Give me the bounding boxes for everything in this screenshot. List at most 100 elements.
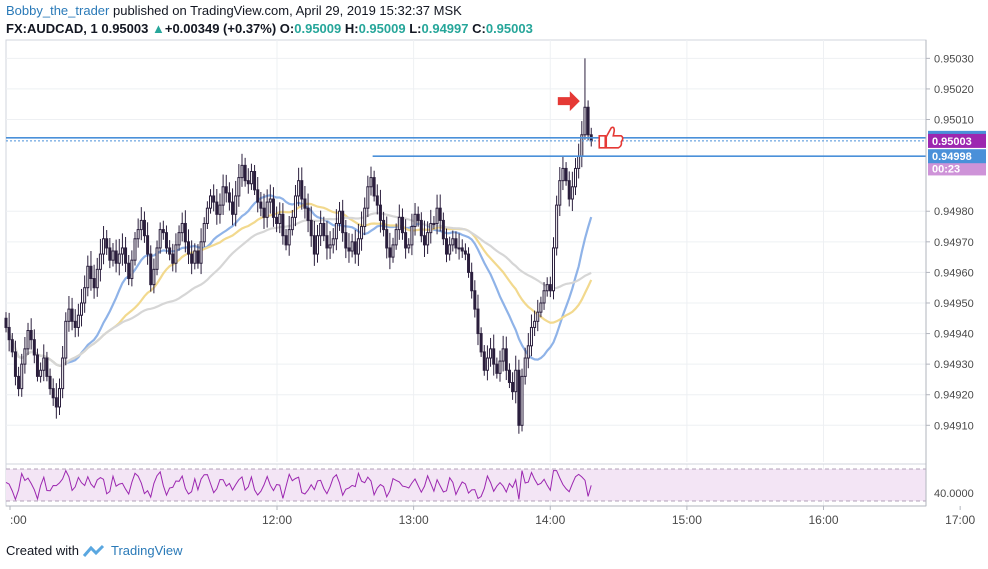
candle-body <box>64 320 68 359</box>
candle-body <box>536 311 540 322</box>
candle-body <box>495 363 499 374</box>
candle-body <box>463 250 467 255</box>
price-tick-label: 0.95020 <box>934 84 974 96</box>
candle-body <box>209 195 213 209</box>
candle-body <box>39 369 43 377</box>
candle-body <box>511 381 515 393</box>
candle-body <box>331 238 335 246</box>
candle-body <box>473 290 477 310</box>
publish-line: Bobby_the_trader published on TradingVie… <box>6 3 462 18</box>
candle-body <box>400 216 404 234</box>
candle-body <box>338 210 342 224</box>
annotations <box>557 91 624 149</box>
candle-body <box>322 222 326 237</box>
candle-body <box>501 348 505 362</box>
time-tick-label: :00 <box>10 513 27 527</box>
low-value: 0.94997 <box>421 21 469 36</box>
horizontal-lines[interactable] <box>6 137 926 158</box>
candle-body <box>202 222 206 243</box>
candle-body <box>51 388 55 399</box>
candle-body <box>287 229 291 246</box>
candle-body <box>61 357 65 390</box>
candle-body <box>344 232 348 249</box>
candle-body <box>334 222 338 240</box>
candle-body <box>309 219 313 237</box>
candle-body <box>164 232 168 249</box>
candles <box>4 58 593 434</box>
candle-body <box>548 284 552 292</box>
candle-body <box>300 180 304 200</box>
candle-body <box>32 339 36 356</box>
candle-body <box>429 222 433 234</box>
candle-body <box>98 253 102 270</box>
rsi-line <box>5 469 592 501</box>
candle-body <box>124 247 128 264</box>
candle-body <box>306 207 310 221</box>
candle-body <box>507 369 511 383</box>
candle-body <box>382 219 386 231</box>
candle-body <box>67 308 71 322</box>
candle-body <box>504 348 508 371</box>
candle-body <box>161 229 165 234</box>
candle-body <box>570 186 574 200</box>
candle-body <box>215 201 219 215</box>
time-tick-label: 13:00 <box>399 513 429 527</box>
tradingview-brand[interactable]: TradingView <box>110 543 183 558</box>
candle-body <box>545 284 549 292</box>
candle-body <box>533 320 537 328</box>
candle-body <box>168 247 172 255</box>
author-link[interactable]: Bobby_the_trader <box>6 3 110 18</box>
ohlc-line: FX:AUDCAD, 1 0.95003 ▲+0.00349 (+0.37%) … <box>6 21 533 36</box>
candle-body <box>92 278 96 289</box>
price-tick-label: 0.94970 <box>934 237 974 249</box>
candle-body <box>558 180 562 206</box>
publish-info: published on TradingView.com, April 29, … <box>112 3 462 18</box>
candle-body <box>498 360 502 374</box>
thumbs-up-icon <box>598 126 624 149</box>
candle-body <box>325 235 329 249</box>
candle-body <box>105 238 109 249</box>
time-axis[interactable]: :00 12:00 13:00 14:00 15:00 16:00 17:00 <box>6 505 975 527</box>
candle-body <box>375 195 379 206</box>
candle-body <box>234 195 238 215</box>
candle-body <box>136 229 140 240</box>
rsi-pane <box>5 463 926 502</box>
candle-body <box>54 397 58 408</box>
candle-body <box>397 216 401 231</box>
candle-body <box>316 235 320 255</box>
close-label: C: <box>472 21 486 36</box>
high-label: H: <box>344 21 359 36</box>
candle-body <box>303 198 307 209</box>
candle-body <box>435 207 439 224</box>
candle-body <box>467 253 471 273</box>
candle-body <box>577 155 581 169</box>
candle-body <box>293 195 297 218</box>
price-label-text: 00:23 <box>932 163 960 175</box>
up-triangle-icon: ▲ <box>151 21 165 36</box>
candle-body <box>275 216 279 224</box>
change-value: +0.00349 (+0.37%) <box>164 21 277 36</box>
candle-body <box>249 170 253 185</box>
candle-body <box>422 235 426 246</box>
candle-body <box>155 247 159 270</box>
time-tick-label: 15:00 <box>672 513 702 527</box>
candle-body <box>391 244 395 258</box>
ma-slow-line <box>5 211 592 367</box>
time-tick-label: 17:00 <box>945 513 975 527</box>
close-value: 0.95003 <box>485 21 533 36</box>
candle-body <box>48 375 52 390</box>
candle-body <box>231 201 235 215</box>
candle-body <box>183 222 187 243</box>
candle-body <box>193 250 197 264</box>
candle-body <box>253 170 257 191</box>
candle-body <box>369 177 373 188</box>
price-axis[interactable]: 0.95030 0.95020 0.95010 0.94980 0.94970 0.949… <box>925 40 986 506</box>
candle-body <box>224 186 228 194</box>
time-tick-label: 12:00 <box>262 513 292 527</box>
price-tick-label: 0.94940 <box>934 329 974 341</box>
candle-body <box>117 253 121 264</box>
candle-body <box>35 354 39 377</box>
candle-body <box>20 363 24 390</box>
candle-body <box>350 241 354 252</box>
